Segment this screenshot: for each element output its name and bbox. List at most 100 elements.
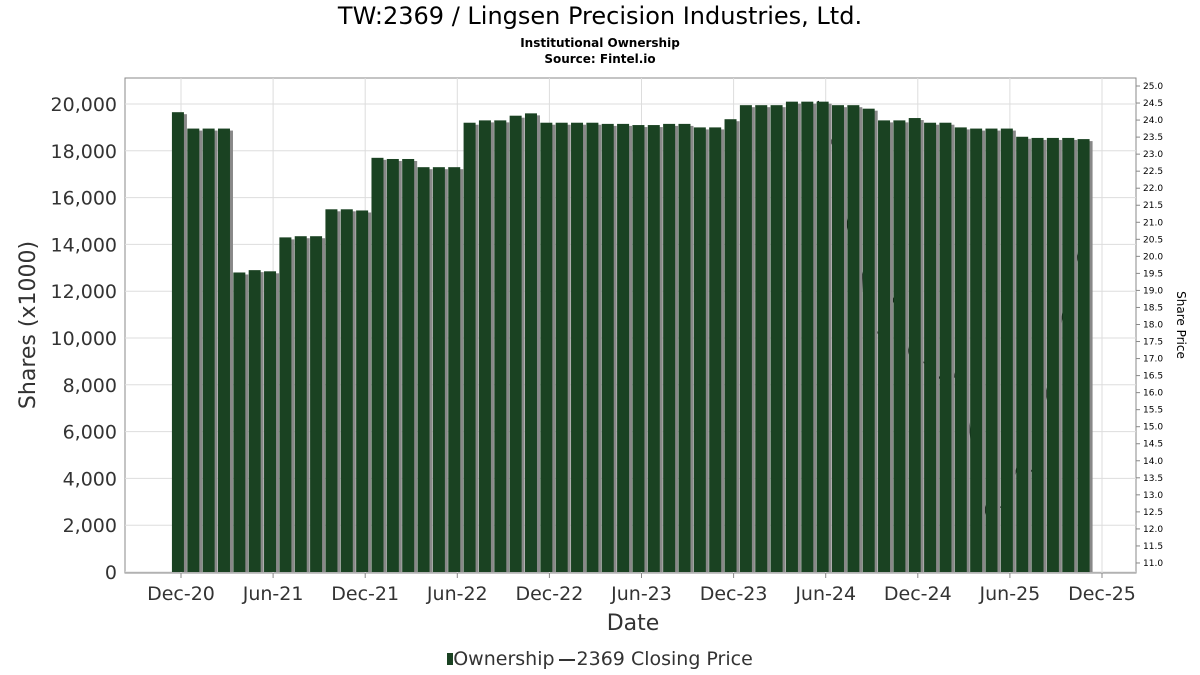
y2-tick-label: 16.0 bbox=[1143, 389, 1163, 399]
ownership-bar bbox=[279, 237, 292, 572]
legend-price-swatch bbox=[558, 658, 575, 661]
y2-tick-label: 18.5 bbox=[1143, 303, 1163, 313]
ownership-bar bbox=[310, 236, 323, 572]
x-tick-label: Dec-24 bbox=[884, 583, 952, 605]
x-axis-title: Date bbox=[607, 611, 660, 636]
y2-tick-label: 23.0 bbox=[1143, 150, 1163, 160]
y2-tick-label: 11.0 bbox=[1143, 559, 1163, 569]
x-tick-label: Dec-25 bbox=[1068, 583, 1136, 605]
y2-tick-label: 16.5 bbox=[1143, 372, 1163, 382]
ownership-bar bbox=[1046, 137, 1059, 572]
ownership-bar bbox=[371, 157, 384, 572]
y-axis-title: Shares (x1000) bbox=[16, 241, 41, 409]
ownership-bar bbox=[831, 105, 844, 573]
x-tick-label: Dec-23 bbox=[700, 583, 768, 605]
y2-tick-label: 22.5 bbox=[1143, 167, 1163, 177]
y-tick-label: 0 bbox=[105, 562, 117, 584]
ownership-bar bbox=[617, 123, 630, 572]
ownership-bar bbox=[739, 105, 752, 573]
ownership-bar bbox=[632, 125, 645, 572]
y2-tick-label: 21.0 bbox=[1143, 218, 1163, 228]
ownership-bar bbox=[463, 122, 476, 572]
ownership-bar bbox=[340, 209, 353, 573]
x-tick-label: Dec-21 bbox=[331, 583, 399, 605]
y-tick-label: 16,000 bbox=[51, 188, 117, 210]
y2-tick-label: 15.5 bbox=[1143, 406, 1163, 416]
ownership-bar bbox=[202, 128, 215, 572]
ownership-bar bbox=[540, 122, 553, 572]
ownership-bar bbox=[601, 123, 614, 572]
ownership-bar bbox=[325, 209, 338, 573]
chart-source: Source: Fintel.io bbox=[544, 52, 656, 66]
chart-subtitle: Institutional Ownership bbox=[520, 36, 680, 50]
legend-ownership-label: Ownership bbox=[453, 648, 555, 670]
y2-tick-label: 12.0 bbox=[1143, 525, 1163, 535]
x-tick-label: Dec-20 bbox=[147, 583, 215, 605]
ownership-bar bbox=[663, 123, 676, 572]
y2-tick-label: 25.0 bbox=[1143, 82, 1163, 92]
y2-tick-label: 24.5 bbox=[1143, 99, 1163, 109]
ownership-bar bbox=[1077, 139, 1090, 572]
ownership-bar bbox=[187, 128, 200, 572]
ownership-bar bbox=[571, 122, 584, 572]
y2-tick-label: 13.5 bbox=[1143, 474, 1163, 484]
y-tick-label: 4,000 bbox=[63, 468, 117, 490]
ownership-bar bbox=[524, 113, 537, 573]
ownership-bar bbox=[386, 158, 399, 573]
y2-tick-label: 17.0 bbox=[1143, 355, 1163, 365]
ownership-bar bbox=[586, 122, 599, 572]
ownership-bar bbox=[432, 167, 445, 572]
x-tick-label: Jun-24 bbox=[794, 583, 856, 605]
y2-tick-label: 21.5 bbox=[1143, 201, 1163, 211]
y-tick-label: 14,000 bbox=[51, 234, 117, 256]
ownership-bar bbox=[171, 112, 184, 572]
ownership-bar bbox=[217, 128, 230, 572]
ownership-bar bbox=[724, 119, 737, 573]
ownership-bar bbox=[264, 271, 277, 572]
y2-tick-label: 14.0 bbox=[1143, 457, 1163, 467]
chart-title: TW:2369 / Lingsen Precision Industries, … bbox=[337, 2, 863, 30]
ownership-bar bbox=[785, 101, 798, 572]
ownership-bar bbox=[402, 158, 415, 573]
ownership-bar bbox=[1016, 136, 1029, 572]
y2-tick-label: 19.0 bbox=[1143, 286, 1163, 296]
ownership-bar bbox=[555, 122, 568, 572]
y2-tick-label: 13.0 bbox=[1143, 491, 1163, 501]
ownership-bar bbox=[647, 125, 660, 572]
y-tick-label: 8,000 bbox=[63, 375, 117, 397]
y2-tick-label: 11.5 bbox=[1143, 542, 1163, 552]
ownership-bar bbox=[985, 128, 998, 572]
y-tick-label: 18,000 bbox=[51, 141, 117, 163]
x-tick-label: Jun-21 bbox=[242, 583, 304, 605]
ownership-bar bbox=[939, 122, 952, 572]
ownership-bar bbox=[878, 120, 891, 572]
ownership-bar bbox=[356, 210, 369, 572]
y-tick-label: 2,000 bbox=[63, 515, 117, 537]
y2-tick-label: 14.5 bbox=[1143, 440, 1163, 450]
ownership-bar bbox=[970, 128, 983, 572]
ownership-bar bbox=[801, 101, 814, 572]
y2-tick-label: 17.5 bbox=[1143, 338, 1163, 348]
x-tick-label: Dec-22 bbox=[515, 583, 583, 605]
ownership-bar bbox=[1031, 137, 1044, 572]
x-tick-label: Jun-23 bbox=[610, 583, 672, 605]
ownership-bar bbox=[1000, 128, 1013, 572]
ownership-bar bbox=[816, 101, 829, 572]
ownership-bar bbox=[709, 127, 722, 573]
ownership-bar bbox=[417, 167, 430, 572]
y-tick-label: 6,000 bbox=[63, 422, 117, 444]
y2-axis-title: Share Price bbox=[1174, 291, 1188, 359]
y-tick-label: 10,000 bbox=[51, 328, 117, 350]
y2-tick-label: 23.5 bbox=[1143, 133, 1163, 143]
legend-price-label: 2369 Closing Price bbox=[576, 648, 753, 670]
y2-tick-label: 19.5 bbox=[1143, 269, 1163, 279]
x-tick-label: Jun-22 bbox=[426, 583, 488, 605]
ownership-bar bbox=[893, 120, 906, 572]
y2-tick-label: 12.5 bbox=[1143, 508, 1163, 518]
y-tick-label: 20,000 bbox=[51, 94, 117, 116]
ownership-bar bbox=[494, 120, 507, 572]
y2-tick-label: 18.0 bbox=[1143, 320, 1163, 330]
y2-tick-label: 24.0 bbox=[1143, 116, 1163, 126]
